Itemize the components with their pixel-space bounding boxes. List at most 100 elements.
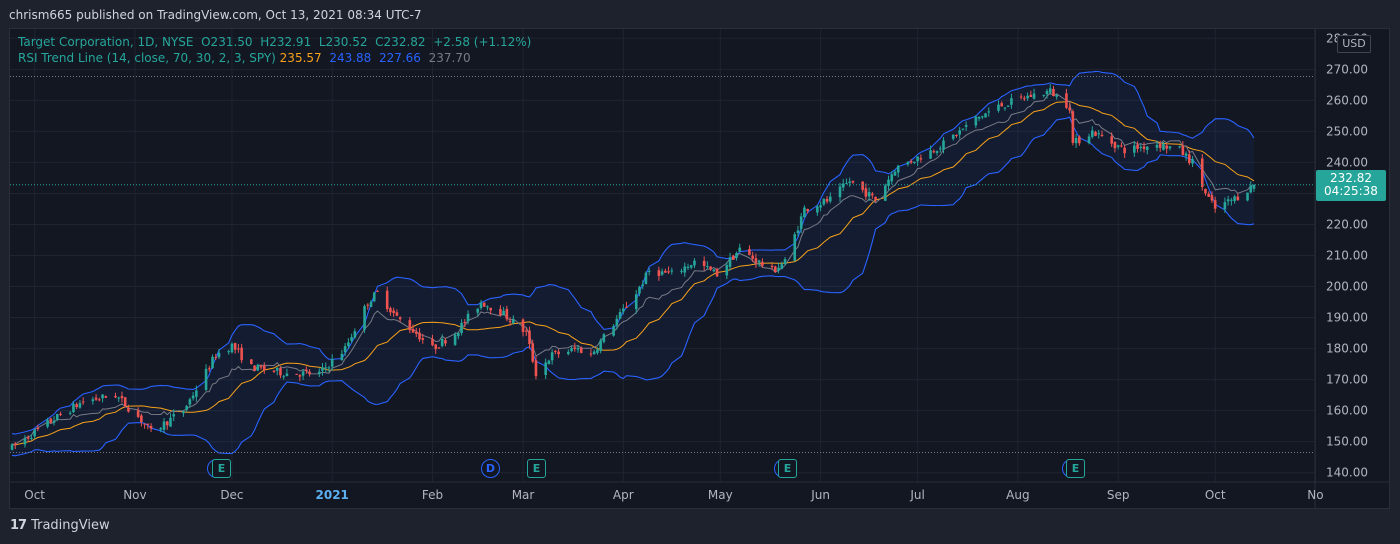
candle-body (169, 417, 172, 427)
candle-body (217, 352, 221, 358)
candle-body (502, 310, 505, 316)
candle-body (489, 307, 492, 311)
candle-body (689, 265, 693, 268)
time-tick-label: Jul (909, 488, 924, 502)
candle-body (444, 340, 447, 344)
candle-body (634, 294, 638, 310)
candle-body (557, 351, 560, 355)
candle-body (72, 403, 75, 413)
candle-body (638, 286, 641, 294)
candle-body (1116, 145, 1120, 147)
price-tick-label: 180.00 (1326, 342, 1368, 356)
candle-body (1184, 153, 1188, 156)
candle-body (550, 352, 554, 361)
candle-body (680, 270, 683, 272)
candle-body (1246, 192, 1249, 201)
earnings-marker-2[interactable]: E (527, 459, 546, 478)
candle-body (554, 350, 557, 352)
candle-body (52, 420, 56, 423)
candle-body (932, 151, 936, 153)
candle-body (272, 370, 276, 372)
candle-body (1074, 137, 1078, 144)
legend-high: H232.91 (260, 35, 312, 49)
dividend-marker[interactable]: D (481, 459, 500, 478)
candle-body (188, 399, 192, 405)
candle-body (712, 269, 716, 272)
candle-body (453, 334, 457, 345)
candle-body (715, 268, 719, 277)
candle-body (864, 188, 868, 197)
candle-body (534, 360, 538, 377)
earnings-marker-1[interactable]: E (212, 459, 231, 478)
candle-body (295, 373, 298, 375)
tradingview-brand-text: TradingView (31, 518, 110, 533)
time-tick-label: 2021 (316, 488, 349, 502)
candle-body (392, 310, 395, 314)
candle-body (233, 343, 237, 350)
candle-body (521, 319, 525, 332)
bar-countdown: 04:25:38 (1324, 184, 1378, 198)
candle-body (330, 359, 334, 367)
time-tick-label: No (1307, 488, 1323, 502)
candle-body (98, 399, 101, 401)
time-tick-label: Mar (512, 488, 535, 502)
candle-body (1042, 94, 1046, 96)
price-tick-label: 160.00 (1326, 404, 1368, 418)
candle-body (1123, 147, 1126, 154)
candle-body (165, 421, 169, 426)
candle-body (101, 394, 104, 399)
candle-body (861, 181, 864, 190)
price-tick-label: 210.00 (1326, 249, 1368, 263)
candle-body (951, 134, 955, 139)
earnings-marker-4[interactable]: E (1066, 459, 1085, 478)
candle-body (353, 331, 357, 338)
bollinger-bands (11, 70, 1255, 457)
candle-body (919, 158, 923, 160)
last-price-label: 232.82 04:25:38 (1316, 170, 1386, 201)
price-axis-ticks: 280.00270.00260.00250.00240.00230.00220.… (1326, 31, 1368, 479)
candle-body (570, 347, 573, 352)
candle-body (981, 116, 984, 118)
candle-body (411, 328, 415, 333)
candle-body (463, 322, 467, 324)
candle-body (783, 259, 787, 265)
candle-body (625, 306, 628, 308)
candle-body (350, 337, 353, 342)
candlesticks (10, 84, 1256, 451)
candle-body (207, 368, 211, 370)
chart-pane[interactable] (9, 28, 1390, 509)
legend-symbol-row: Target Corporation, 1D, NYSE O231.50 H23… (18, 34, 531, 50)
candle-body (1233, 196, 1236, 202)
time-tick-label: Sep (1107, 488, 1130, 502)
candle-body (431, 339, 434, 346)
candle-body (418, 332, 421, 340)
candle-body (340, 353, 344, 361)
candle-body (1133, 145, 1136, 153)
earnings-marker-3[interactable]: E (778, 459, 797, 478)
tradingview-logo-icon: 17 (10, 518, 27, 533)
time-tick-label: Oct (24, 488, 45, 502)
candle-body (958, 130, 961, 135)
candle-body (841, 183, 845, 188)
candle-body (1249, 185, 1253, 193)
candle-body (1019, 96, 1023, 98)
tradingview-brand[interactable]: 17 TradingView (10, 518, 110, 533)
candle-body (1097, 133, 1101, 135)
candle-body (305, 369, 308, 371)
indicator-value-rsi: 237.70 (428, 51, 471, 65)
candle-body (1029, 94, 1033, 97)
candle-body (1052, 88, 1055, 97)
candle-body (227, 351, 231, 353)
candle-body (997, 104, 1000, 111)
candle-body (476, 308, 480, 313)
candle-body (664, 270, 667, 273)
time-tick-label: Oct (1205, 488, 1226, 502)
candle-body (1023, 98, 1026, 100)
candle-body (414, 331, 418, 334)
candle-body (1087, 136, 1091, 144)
candle-body (751, 255, 754, 259)
candle-body (30, 437, 33, 439)
candle-body (929, 150, 932, 159)
candle-body (104, 396, 108, 398)
currency-badge[interactable]: USD (1337, 35, 1371, 53)
